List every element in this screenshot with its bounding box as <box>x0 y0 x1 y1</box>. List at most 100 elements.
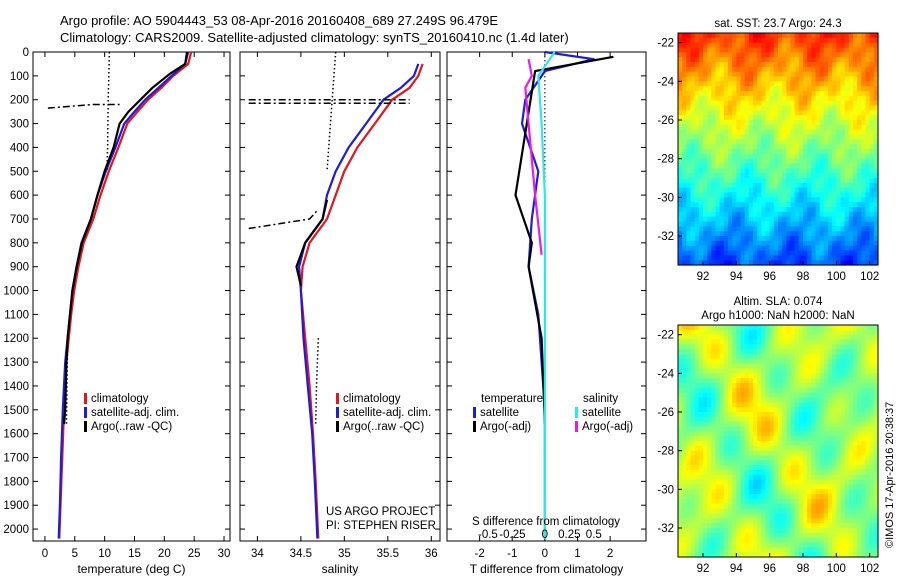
heatmap-cell <box>873 426 879 432</box>
heatmap-cell <box>711 52 717 58</box>
heatmap-cell <box>857 216 862 223</box>
heatmap-cell <box>719 52 725 58</box>
heatmap-cell <box>853 503 858 510</box>
heatmap-cell <box>815 52 821 58</box>
heatmap-cell <box>728 134 733 140</box>
heatmap-cell <box>861 470 867 476</box>
heatmap-cell <box>807 182 812 189</box>
heatmap-cell <box>873 178 879 184</box>
heatmap-cell <box>740 134 746 140</box>
heatmap-cell <box>769 37 775 44</box>
heatmap-cell <box>803 158 808 165</box>
heatmap-cell <box>723 349 729 355</box>
heatmap-cell <box>682 62 687 68</box>
heatmap-cell <box>811 260 817 266</box>
heatmap-cell <box>682 484 687 490</box>
heatmap-cell <box>719 255 725 261</box>
heatmap-cell <box>873 455 879 461</box>
heatmap-cell <box>694 158 700 165</box>
heatmap-cell <box>819 407 825 413</box>
heatmap-cell <box>853 363 858 370</box>
heatmap-cell <box>786 129 792 136</box>
heatmap-cell <box>715 460 721 466</box>
heatmap-cell <box>686 163 692 169</box>
heatmap-cell <box>832 503 837 510</box>
heatmap-cell <box>786 91 792 97</box>
heatmap-cell <box>819 42 825 49</box>
heatmap-cell <box>682 397 687 403</box>
heatmap-cell <box>848 460 854 466</box>
heatmap-cell <box>707 499 712 505</box>
heatmap-cell <box>873 124 879 131</box>
heatmap-cell <box>832 460 837 466</box>
heatmap-cell <box>861 474 867 481</box>
heatmap-cell <box>794 178 800 184</box>
y-tick-label: -32 <box>657 231 674 243</box>
heatmap-cell <box>778 552 783 558</box>
heatmap-cell <box>794 120 800 126</box>
heatmap-cell <box>711 470 717 476</box>
heatmap-cell <box>744 363 750 370</box>
heatmap-cell <box>819 426 825 432</box>
heatmap-cell <box>769 392 775 399</box>
heatmap-cell <box>869 387 875 394</box>
heatmap-cell <box>715 86 721 92</box>
heatmap-cell <box>807 474 812 481</box>
heatmap-cell <box>690 62 696 68</box>
heatmap-cell <box>786 349 792 355</box>
heatmap-cell <box>798 245 804 252</box>
heatmap-cell <box>823 207 829 213</box>
heatmap-cell <box>728 547 733 553</box>
heatmap-cell <box>723 542 729 548</box>
heatmap-cell <box>715 412 721 418</box>
heatmap-cell <box>757 537 762 544</box>
heatmap-cell <box>748 226 754 232</box>
heatmap-cell <box>698 202 704 208</box>
heatmap-cell <box>753 402 758 408</box>
legend-argo-swatch <box>84 421 87 432</box>
heatmap-cell <box>823 508 829 515</box>
heatmap-cell <box>873 71 879 78</box>
heatmap-cell <box>807 129 812 136</box>
heatmap-cell <box>794 197 800 203</box>
heatmap-cell <box>678 182 683 189</box>
heatmap-cell <box>869 431 875 437</box>
heatmap-cell <box>686 373 692 379</box>
heatmap-cell <box>794 95 800 102</box>
heatmap-cell <box>682 474 687 481</box>
heatmap-cell <box>715 197 721 203</box>
heatmap-cell <box>794 455 800 461</box>
heatmap-cell <box>744 255 750 261</box>
heatmap-cell <box>811 66 817 73</box>
heatmap-cell <box>761 139 767 145</box>
heatmap-cell <box>694 479 700 486</box>
heatmap-cell <box>786 42 792 49</box>
heatmap-cell <box>790 153 796 160</box>
heatmap-cell <box>832 499 837 505</box>
heatmap-cell <box>748 402 754 408</box>
heatmap-cell <box>740 37 746 44</box>
heatmap-cell <box>753 392 758 399</box>
heatmap-cell <box>736 110 742 116</box>
heatmap-cell <box>786 392 792 399</box>
heatmap-cell <box>811 436 817 442</box>
heatmap-cell <box>711 66 717 73</box>
heatmap-cell <box>807 95 812 102</box>
heatmap-cell <box>728 76 733 82</box>
heatmap-cell <box>786 149 792 155</box>
heatmap-cell <box>828 120 833 126</box>
heatmap-cell <box>823 202 829 208</box>
heatmap-cell <box>828 240 833 247</box>
heatmap-cell <box>761 508 767 515</box>
heatmap-cell <box>753 115 758 121</box>
heatmap-cell <box>786 489 792 495</box>
heatmap-cell <box>690 499 696 505</box>
heatmap-cell <box>828 392 833 399</box>
heatmap-cell <box>840 163 846 169</box>
heatmap-cell <box>790 358 796 365</box>
heatmap-cell <box>782 163 787 169</box>
heatmap-cell <box>778 455 783 461</box>
heatmap-cell <box>803 470 808 476</box>
heatmap-cell <box>865 513 871 519</box>
